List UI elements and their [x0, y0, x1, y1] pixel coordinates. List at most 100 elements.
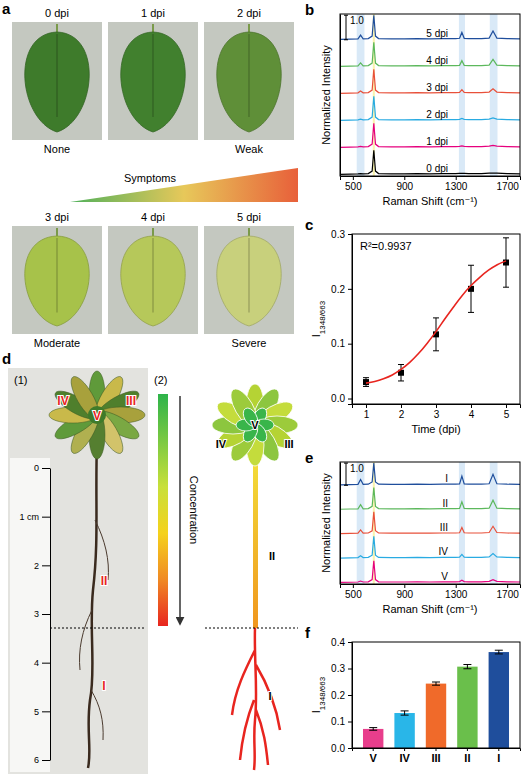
tick-label: 0.1 [331, 716, 345, 727]
diagram-leaf [226, 385, 263, 430]
error-bar [401, 711, 409, 715]
tick-mark [348, 669, 352, 670]
error-bar [432, 682, 440, 685]
tick-mark [348, 722, 352, 723]
leaf-midrib [56, 34, 57, 117]
leaf [217, 32, 281, 132]
rosette-center [88, 406, 106, 424]
region-label: II [269, 550, 275, 562]
tick: 1700 [497, 584, 520, 600]
tick-mark [348, 695, 352, 696]
plot-area [363, 238, 509, 387]
tick: 6 [34, 755, 50, 765]
series-label: III [440, 522, 448, 533]
leaf-label: 0 dpi [45, 7, 69, 19]
tick-label: V [370, 752, 378, 764]
tick-mark [42, 663, 50, 664]
figure-canvas: a0 dpiNone1 dpi2 dpiWeak3 dpiModerate4 d… [0, 0, 531, 779]
spectrum-line [340, 561, 520, 583]
ruler [10, 458, 50, 772]
ruler-axis-line [50, 469, 51, 761]
region-label: IV [216, 438, 227, 450]
series-label: I [445, 473, 448, 484]
spectrum-line [340, 123, 520, 147]
plot-frame [340, 462, 520, 584]
colorbar [158, 394, 168, 626]
tick-mark [348, 344, 352, 345]
tick: 5 [34, 707, 50, 717]
scale-bar [346, 463, 347, 485]
region-label: IV [57, 394, 68, 408]
highlight-band [459, 462, 465, 584]
tick-label: III [431, 752, 440, 764]
bar-panel: fVIVIIIIII0.00.10.20.30.4I1348/663 [305, 624, 521, 764]
series-label: II [442, 498, 448, 509]
tick-mark [42, 468, 50, 469]
scale-bar-cap [344, 39, 348, 40]
fit-line [366, 261, 506, 383]
error-bar-stem [404, 711, 405, 715]
y-axis: 0.00.10.20.3 [331, 229, 352, 405]
error-bar [463, 665, 471, 669]
x-axis: VIVIIIIII [353, 748, 521, 764]
tick: 1300 [445, 176, 468, 192]
leaf-photo [204, 22, 294, 140]
tick: II [464, 748, 470, 764]
spectrum-line [340, 150, 520, 174]
panel-label: b [305, 1, 314, 18]
tick: 1 [364, 404, 370, 420]
tick-mark [42, 760, 50, 761]
symptom-gradient [70, 168, 298, 202]
tick: 5 [504, 404, 510, 420]
sub-panel-label: (1) [14, 374, 27, 386]
y-axis-line [340, 463, 341, 585]
tick-label: 1300 [445, 181, 468, 192]
tick: 4 [469, 404, 475, 420]
tick-mark [42, 565, 50, 566]
tick: III [431, 748, 440, 764]
tick-mark [471, 404, 472, 408]
tick-label: 5 [504, 409, 510, 420]
spectrum-line [340, 15, 520, 39]
tick-mark [348, 748, 352, 749]
leaf-midrib [248, 238, 249, 313]
leaf [217, 236, 281, 326]
error-bar-cap [463, 668, 471, 669]
tick: V [370, 748, 378, 764]
series-label: 4 dpi [426, 55, 448, 66]
tick-mark [348, 399, 352, 400]
series-label: 1 dpi [426, 136, 448, 147]
tick-label: 0.4 [331, 637, 345, 648]
tick: 0 [34, 463, 50, 473]
error-bar-cap [363, 386, 369, 387]
error-bar-cap [401, 715, 409, 716]
leaf-label: 3 dpi [45, 211, 69, 223]
tick: 500 [345, 584, 362, 600]
symptom-label: None [44, 143, 70, 155]
tick-mark [456, 584, 457, 588]
spectrum-line [340, 488, 520, 510]
error-bar-cap [503, 237, 509, 238]
tick: 3 [34, 609, 50, 619]
tick-label: 0.0 [331, 393, 345, 404]
tick-mark [436, 404, 437, 408]
tick: 500 [345, 176, 362, 192]
bar [363, 729, 383, 748]
tick: 0.0 [331, 393, 352, 404]
y-axis [340, 15, 341, 177]
series-label: IV [439, 546, 449, 557]
tick: 0.3 [331, 663, 352, 674]
cut-line [205, 628, 298, 629]
bar [457, 667, 477, 748]
ruler-axis: 01 cm23456 [19, 463, 50, 765]
scale-bar-label: 1.0 [350, 463, 364, 474]
tick-label: 0.3 [331, 229, 345, 240]
error-bar-cap [468, 265, 474, 266]
region-label: I [268, 690, 271, 702]
tick-mark [507, 176, 508, 180]
spectra-panel: eIIIIIIIVV500900130017001.0Raman Shift (… [305, 449, 521, 615]
leaf-photo [108, 22, 198, 140]
tick-label: 2 [399, 409, 405, 420]
scale-bar [346, 15, 347, 40]
series-label: 2 dpi [426, 109, 448, 120]
